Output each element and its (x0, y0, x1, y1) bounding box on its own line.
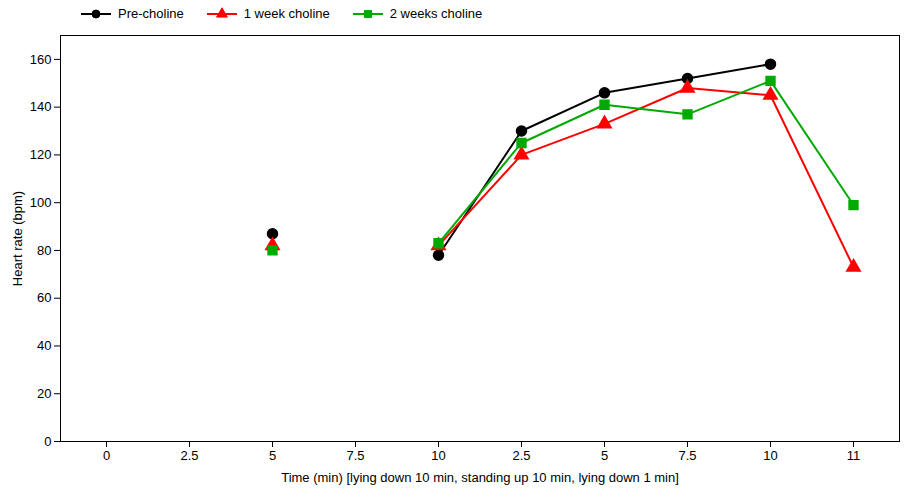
svg-text:20: 20 (37, 386, 51, 401)
svg-text:10: 10 (431, 448, 445, 463)
svg-text:140: 140 (30, 99, 52, 114)
html-text:2 weeks choline: 2 weeks choline (389, 6, 483, 21)
svg-text:Heart rate (bpm): Heart rate (bpm) (10, 191, 25, 286)
svg-text:40: 40 (37, 338, 51, 353)
svg-text:Time (min) [lying down 10 min,: Time (min) [lying down 10 min, standing … (281, 470, 679, 485)
html-text:Pre-choline: Pre-choline (118, 6, 184, 21)
svg-text:2.5: 2.5 (180, 448, 198, 463)
svg-text:11: 11 (847, 448, 861, 463)
html-text:1 week choline: 1 week choline (243, 6, 330, 21)
svg-text:5: 5 (269, 448, 276, 463)
svg-text:10: 10 (763, 448, 777, 463)
svg-text:0: 0 (103, 448, 110, 463)
svg-text:60: 60 (37, 290, 51, 305)
svg-text:7.5: 7.5 (346, 448, 364, 463)
svg-text:0: 0 (44, 434, 51, 449)
svg-text:80: 80 (37, 243, 51, 258)
svg-text:160: 160 (30, 52, 52, 67)
svg-text:100: 100 (30, 195, 52, 210)
svg-text:120: 120 (30, 147, 52, 162)
svg-text:7.5: 7.5 (678, 448, 696, 463)
svg-text:2.5: 2.5 (512, 448, 530, 463)
svg-text:5: 5 (601, 448, 608, 463)
